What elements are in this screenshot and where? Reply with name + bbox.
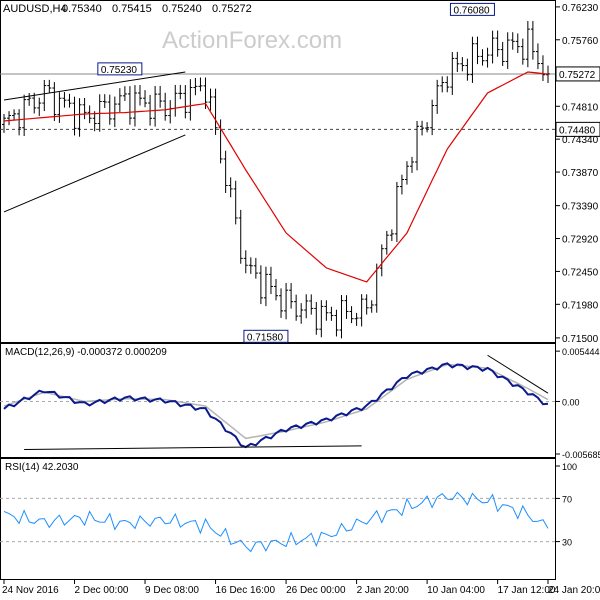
header-symbol: AUDUSD,H4 <box>3 3 67 15</box>
macd-trendline <box>24 445 362 451</box>
price-annotation-label: 0.71580 <box>247 332 284 343</box>
macd-lines <box>3 354 549 451</box>
x-tick-label: 2 Jan 20:00 <box>357 585 410 596</box>
price-tick-label: 0.74340 <box>562 135 599 146</box>
macd-trendline <box>487 354 549 394</box>
price-header: AUDUSD,H4 0.75340 0.75415 0.75240 0.7527… <box>3 3 252 15</box>
rsi-lines <box>3 491 549 553</box>
header-close: 0.75272 <box>212 3 252 15</box>
current-price-label: 0.75272 <box>559 70 596 81</box>
x-tick-label: 24 Jan 20:00 <box>548 585 600 596</box>
macd-title: MACD(12,26,9) -0.000372 0.000209 <box>5 347 167 358</box>
price-trendlines <box>3 71 186 213</box>
price-annotation-box <box>97 62 143 76</box>
x-tick-label: 26 Dec 00:00 <box>286 585 346 596</box>
rsi-panel-frame <box>0 458 556 580</box>
macd-tick-label: 0.005444 <box>562 347 600 357</box>
watermark: ActionForex.com <box>162 27 342 54</box>
x-tick-label: 10 Jan 04:00 <box>427 585 485 596</box>
moving-average <box>3 71 549 283</box>
price-tick-label: 0.76230 <box>562 3 599 14</box>
rsi-tick-label: 70 <box>562 494 572 504</box>
macd-axis: 0.005444 0.00 -0.005685 <box>0 347 600 460</box>
macd-panel-frame <box>0 343 556 458</box>
price-annotation-box <box>243 329 289 343</box>
moving-average-line <box>3 71 549 283</box>
header-open: 0.75340 <box>62 3 102 15</box>
price-trendline <box>3 71 186 101</box>
rsi-title: RSI(14) 42.2030 <box>5 462 79 473</box>
x-tick-label: 2 Dec 00:00 <box>75 585 129 596</box>
current-price-label-box <box>555 66 600 82</box>
price-tick-label: 0.72920 <box>562 235 599 246</box>
price-tick-label: 0.71980 <box>562 300 599 311</box>
header-high: 0.75415 <box>112 3 152 15</box>
x-tick-label: 24 Nov 2016 <box>2 585 59 596</box>
price-annotations: 0.75230 0.76080 0.71580 <box>97 2 495 343</box>
x-tick-label: 9 Dec 08:00 <box>145 585 199 596</box>
x-axis: 24 Nov 2016 2 Dec 00:00 9 Dec 08:00 16 Dec … <box>2 580 600 596</box>
price-tick-label: 0.73870 <box>562 168 599 179</box>
price-candles <box>2 20 550 339</box>
level-price-label-box <box>555 121 600 137</box>
price-annotation-label: 0.75230 <box>101 65 138 76</box>
price-tick-label: 0.71500 <box>562 334 599 345</box>
rsi-tick-label: 30 <box>562 538 572 548</box>
price-tick-label: 0.72450 <box>562 267 599 278</box>
rsi-tick-label: 100 <box>562 462 577 472</box>
price-trendline <box>3 134 186 213</box>
x-tick-label: 17 Jan 12:00 <box>498 585 556 596</box>
macd-tick-label: -0.005685 <box>562 450 600 460</box>
price-axis: 0.76230 0.75760 0.74810 0.74340 0.73870 0.733… <box>555 3 600 345</box>
header-low: 0.75240 <box>162 3 202 15</box>
macd-tick-label: 0.00 <box>562 397 580 407</box>
price-tick-label: 0.74810 <box>562 102 599 113</box>
level-price-label: 0.74480 <box>559 125 596 136</box>
price-grid <box>0 73 555 130</box>
price-tick-label: 0.75760 <box>562 36 599 47</box>
rsi-axis: 100 70 30 <box>0 462 577 548</box>
price-annotation-label: 0.76080 <box>453 5 490 16</box>
rsi-line <box>3 491 549 553</box>
price-annotation-box <box>449 2 495 16</box>
x-tick-label: 16 Dec 16:00 <box>216 585 276 596</box>
price-tick-label: 0.73390 <box>562 202 599 213</box>
macd-line <box>3 362 549 449</box>
